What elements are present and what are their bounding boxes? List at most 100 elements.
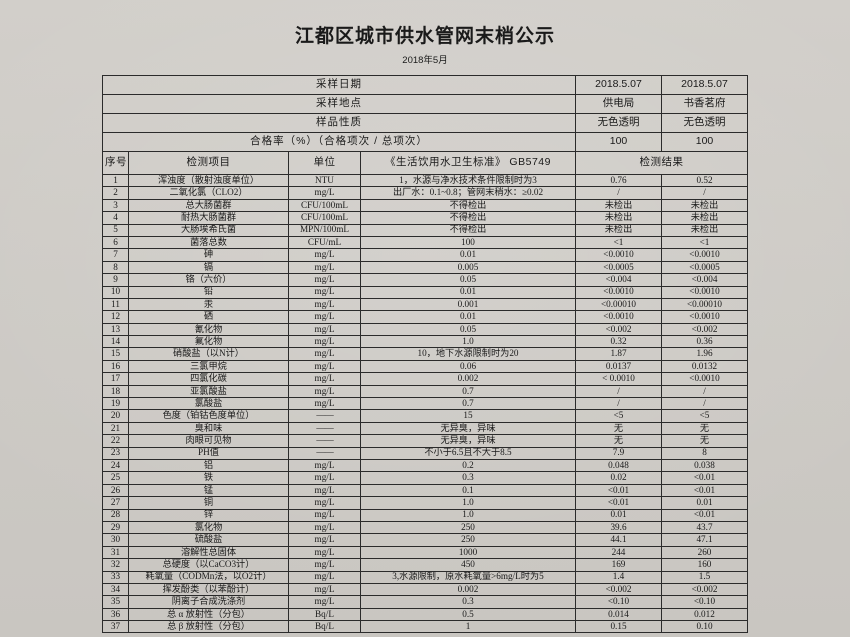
row-result-sample-1: 7.9 (575, 446, 662, 461)
row-index: 26 (102, 483, 129, 498)
row-item-name: 亚氯酸盐 (128, 384, 289, 399)
row-result-sample-2: <1 (661, 235, 748, 250)
row-result-sample-2: <5 (661, 409, 748, 423)
row-unit: —— (288, 421, 361, 436)
row-standard: 不小于6.5且不大于8.5 (360, 446, 576, 461)
row-index: 30 (102, 533, 129, 547)
table-row: 6 菌落总数 CFU/mL 100 <1 <1 (102, 235, 748, 250)
row-result-sample-2: <0.0010 (661, 310, 748, 324)
row-standard: 10，地下水源限制时为20 (360, 347, 576, 361)
row-index: 3 (102, 198, 129, 213)
column-header-row: 序号 检测项目 单位 《生活饮用水卫生标准》 GB5749 检测结果 (102, 151, 748, 175)
row-index: 33 (102, 570, 129, 584)
table-row: 23 PH值 —— 不小于6.5且不大于8.5 7.9 8 (102, 446, 748, 461)
row-unit: mg/L (288, 533, 361, 547)
row-standard: 0.7 (360, 397, 576, 411)
table-row: 33 耗氧量（CODMn法，以O2计） mg/L 3,水源限制，原水耗氧量>6mg/L… (102, 570, 748, 584)
meta-label: 样品性质 (102, 113, 576, 133)
row-item-name: 氯化物 (128, 520, 289, 535)
row-standard: 1，水源与净水技术条件限制时为3 (360, 173, 576, 188)
row-unit: mg/L (288, 297, 361, 312)
row-standard: 0.3 (360, 471, 576, 485)
table-row: 17 四氯化碳 mg/L 0.002 < 0.0010 <0.0010 (102, 372, 748, 386)
table-row: 9 铬（六价） mg/L 0.05 <0.004 <0.004 (102, 273, 748, 287)
row-standard: 无异臭，异味 (360, 421, 576, 436)
row-result-sample-2: 无 (661, 434, 748, 448)
row-result-sample-1: 169 (575, 558, 662, 572)
row-index: 35 (102, 595, 129, 609)
row-unit: mg/L (288, 520, 361, 535)
row-standard: 1.0 (360, 496, 576, 510)
row-standard: 0.06 (360, 359, 576, 374)
row-item-name: 色度（铂钴色度单位） (128, 409, 289, 423)
row-result-sample-2: 160 (661, 558, 748, 572)
row-result-sample-2: 43.7 (661, 520, 748, 535)
row-result-sample-1: 无 (575, 434, 662, 448)
row-standard: 250 (360, 533, 576, 547)
row-standard: 1000 (360, 545, 576, 560)
row-index: 28 (102, 508, 129, 522)
row-result-sample-2: 8 (661, 446, 748, 461)
row-item-name: PH值 (128, 446, 289, 461)
row-index: 12 (102, 310, 129, 324)
row-result-sample-2: <0.01 (661, 471, 748, 485)
row-standard: 0.2 (360, 458, 576, 473)
row-standard: 250 (360, 520, 576, 535)
table-row: 16 三氯甲烷 mg/L 0.06 0.0137 0.0132 (102, 359, 748, 374)
row-item-name: 挥发酚类（以苯酚计） (128, 582, 289, 597)
row-result-sample-1: <0.0010 (575, 248, 662, 262)
row-result-sample-2: <0.0010 (661, 372, 748, 386)
row-index: 10 (102, 285, 129, 299)
row-unit: mg/L (288, 260, 361, 275)
row-standard: 0.05 (360, 322, 576, 337)
row-standard: 1.0 (360, 508, 576, 522)
row-standard: 3,水源限制，原水耗氧量>6mg/L时为5 (360, 570, 576, 584)
row-result-sample-1: 1.4 (575, 570, 662, 584)
row-index: 13 (102, 322, 129, 337)
row-item-name: 总 α 放射性（分包） (128, 607, 289, 622)
row-result-sample-1: 1.87 (575, 347, 662, 361)
meta-row: 采样地点 供电局 书香茗府 (102, 94, 748, 114)
row-unit: mg/L (288, 582, 361, 597)
row-index: 36 (102, 607, 129, 622)
meta-label: 采样地点 (102, 94, 576, 114)
row-standard: 无异臭，异味 (360, 434, 576, 448)
row-result-sample-1: <0.002 (575, 322, 662, 337)
row-item-name: 铜 (128, 496, 289, 510)
row-standard: 100 (360, 235, 576, 250)
row-result-sample-1: 0.0137 (575, 359, 662, 374)
table-row: 28 锌 mg/L 1.0 0.01 <0.01 (102, 508, 748, 522)
table-row: 37 总 β 放射性（分包） Bq/L 1 0.15 0.10 (102, 620, 748, 634)
table-row: 22 肉眼可见物 —— 无异臭，异味无无 (102, 434, 748, 448)
row-result-sample-1: 未检出 (575, 198, 662, 213)
row-unit: —— (288, 434, 361, 448)
row-standard: 15 (360, 409, 576, 423)
row-standard: 0.1 (360, 483, 576, 498)
table-row: 13 氰化物 mg/L 0.05 <0.002 <0.002 (102, 322, 748, 337)
row-result-sample-1: <0.00010 (575, 297, 662, 312)
row-unit: mg/L (288, 558, 361, 572)
row-result-sample-1: / (575, 384, 662, 399)
row-result-sample-1: <0.0010 (575, 310, 662, 324)
row-standard: 0.01 (360, 248, 576, 262)
row-result-sample-2: 0.012 (661, 607, 748, 622)
table-row: 30 硫酸盐 mg/L 250 44.1 47.1 (102, 533, 748, 547)
row-unit: mg/L (288, 273, 361, 287)
row-unit: mg/L (288, 570, 361, 584)
row-item-name: 耗氧量（CODMn法，以O2计） (128, 570, 289, 584)
row-result-sample-2: 0.0132 (661, 359, 748, 374)
row-index: 21 (102, 421, 129, 436)
row-result-sample-2: <0.00010 (661, 297, 748, 312)
row-result-sample-1: <0.01 (575, 496, 662, 510)
row-item-name: 臭和味 (128, 421, 289, 436)
row-unit: mg/L (288, 335, 361, 349)
row-standard: 0.002 (360, 372, 576, 386)
row-result-sample-1: 0.01 (575, 508, 662, 522)
row-item-name: 肉眼可见物 (128, 434, 289, 448)
row-result-sample-2: 无 (661, 421, 748, 436)
row-unit: mg/L (288, 285, 361, 299)
row-item-name: 总大肠菌群 (128, 198, 289, 213)
row-result-sample-1: / (575, 186, 662, 200)
table-row: 18 亚氯酸盐 mg/L 0.7// (102, 384, 748, 399)
row-standard: 不得检出 (360, 223, 576, 237)
